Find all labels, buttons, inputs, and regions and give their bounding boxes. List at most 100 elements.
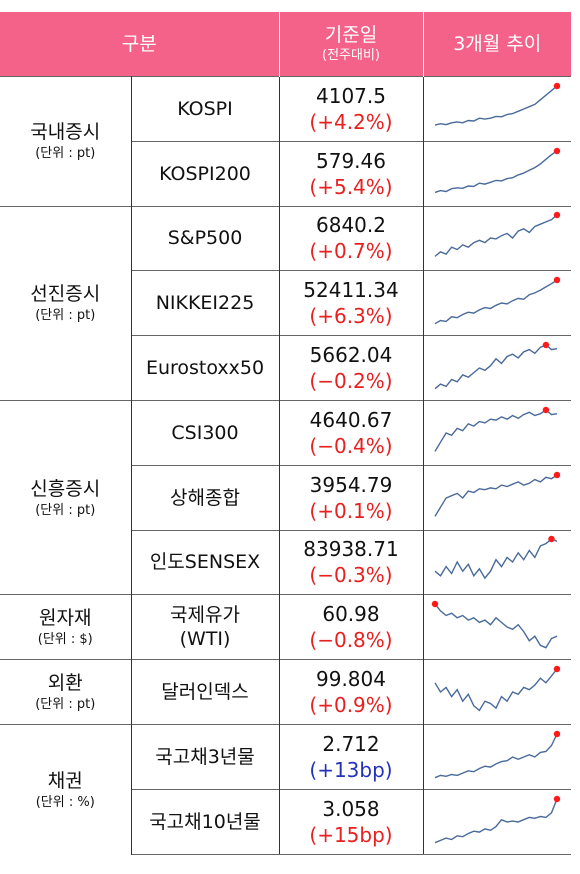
- trend-cell: [423, 594, 571, 660]
- category-title: 원자재: [39, 607, 92, 630]
- trend-peak-marker: [554, 82, 561, 90]
- indicator-change: (+6.3%): [309, 304, 393, 329]
- trend-line: [434, 668, 558, 712]
- indicator-name: NIKKEI225: [131, 270, 280, 336]
- indicator-value: 99.804: [316, 667, 386, 692]
- table-row: 국내증시 (단위 : pt) KOSPI 4107.5 (+4.2%): [0, 76, 571, 207]
- table-row: NIKKEI225 52411.34 (+6.3%): [0, 270, 571, 336]
- category-unit: (단위 : pt): [35, 502, 96, 518]
- trend-line: [434, 344, 558, 390]
- trend-line: [434, 474, 558, 517]
- indicator-value-cell: 4640.67 (−0.4%): [279, 399, 424, 466]
- trend-cell: [423, 529, 571, 595]
- category-cell: 외환 (단위 : pt): [0, 659, 132, 725]
- indicator-value-cell: 579.46 (+5.4%): [279, 140, 424, 207]
- table-row: 외환 (단위 : pt) 달러인덱스 99.804 (+0.9%): [0, 659, 571, 725]
- category-title: 신흥증시: [30, 477, 101, 500]
- trend-peak-marker: [548, 536, 555, 543]
- category-title: 선진증시: [30, 283, 101, 306]
- indicator-value: 83938.71: [303, 537, 399, 562]
- indicator-change: (+0.7%): [309, 239, 393, 264]
- indicator-change: (−0.2%): [309, 369, 393, 394]
- trend-peak-marker: [542, 341, 550, 349]
- indicator-change: (+0.9%): [309, 693, 393, 718]
- category-cell: 채권 (단위 : %): [0, 723, 132, 855]
- trend-line: [434, 798, 558, 844]
- trend-line: [434, 538, 558, 580]
- trend-cell: [423, 464, 571, 531]
- indicator-value-cell: 99.804 (+0.9%): [279, 659, 424, 725]
- indicator-value: 4640.67: [309, 407, 393, 432]
- indicator-value-cell: 4107.5 (+4.2%): [279, 76, 424, 142]
- table-row: 상해종합 3954.79 (+0.1%): [0, 464, 571, 531]
- indicator-value: 52411.34: [303, 278, 399, 303]
- indicator-change: (+15bp): [309, 822, 393, 847]
- table-row: 선진증시 (단위 : pt) S&P500 6840.2 (+0.7%): [0, 205, 571, 401]
- table-row: 국고채10년물 3.058 (+15bp): [0, 788, 571, 855]
- indicator-value-cell: 3.058 (+15bp): [279, 788, 424, 855]
- table-row: 채권 (단위 : %) 국고채3년물 2.712 (+13bp): [0, 723, 571, 855]
- table-row: 신흥증시 (단위 : pt) CSI300 4640.67 (−0.4%): [0, 399, 571, 595]
- category-title: 채권: [47, 769, 83, 792]
- trend-peak-marker: [542, 406, 550, 414]
- category-title: 국내증시: [30, 121, 101, 144]
- trend-sparkline: [435, 82, 561, 126]
- trend-sparkline: [434, 212, 561, 258]
- indicator-name: 상해종합: [131, 464, 280, 531]
- indicator-value-cell: 6840.2 (+0.7%): [279, 205, 424, 271]
- indicator-value: 3.058: [322, 796, 380, 821]
- trend-peak-marker: [554, 795, 561, 802]
- indicator-value: 60.98: [322, 602, 380, 627]
- trend-peak-marker: [554, 730, 561, 738]
- table-row: Eurostoxx50 5662.04 (−0.2%): [0, 335, 571, 401]
- category-cell: 국내증시 (단위 : pt): [0, 76, 132, 207]
- indicator-name: KOSPI200: [131, 140, 280, 207]
- indicator-value: 2.712: [322, 731, 380, 756]
- trend-line: [435, 150, 558, 193]
- trend-sparkline: [434, 471, 561, 517]
- trend-sparkline: [434, 536, 558, 580]
- trend-sparkline: [434, 277, 561, 325]
- market-summary-table: 구분 기준일 (전주대비) 3개월 추이 국내증시 (단위 : pt) KOSPI 4…: [0, 12, 571, 855]
- table-row: 원자재 (단위 : $) 국제유가 (WTI) 60.98 (−0.8%): [0, 594, 571, 660]
- indicator-value-cell: 2.712 (+13bp): [279, 723, 424, 790]
- indicator-value: 4107.5: [316, 83, 386, 108]
- indicator-name: KOSPI: [131, 76, 280, 142]
- trend-cell: [423, 399, 571, 466]
- category-cell: 신흥증시 (단위 : pt): [0, 399, 132, 595]
- indicator-name: 인도SENSEX: [131, 529, 280, 595]
- trend-sparkline: [434, 341, 558, 390]
- trend-cell: [423, 205, 571, 271]
- indicator-name: 달러인덱스: [131, 659, 280, 725]
- trend-sparkline: [434, 730, 561, 779]
- trend-line: [434, 409, 558, 452]
- header-trend: 3개월 추이: [423, 12, 571, 77]
- category-unit: (단위 : pt): [35, 697, 96, 713]
- indicator-name: S&P500: [131, 205, 280, 271]
- trend-line: [435, 85, 558, 126]
- trend-line: [434, 214, 558, 258]
- category-unit: (단위 : pt): [35, 146, 96, 162]
- category-unit: (단위 : pt): [35, 308, 96, 324]
- indicator-name: 국고채3년물: [131, 723, 280, 790]
- trend-sparkline: [432, 601, 558, 649]
- header-reference: 기준일 (전주대비): [279, 12, 424, 77]
- trend-line: [434, 603, 558, 649]
- category-unit: (단위 : %): [35, 794, 95, 810]
- table-row: KOSPI200 579.46 (+5.4%): [0, 140, 571, 207]
- header-category: 구분: [0, 12, 280, 77]
- trend-peak-marker: [554, 665, 561, 673]
- indicator-value-cell: 83938.71 (−0.3%): [279, 529, 424, 595]
- indicator-change: (+0.1%): [309, 498, 393, 523]
- indicator-name: Eurostoxx50: [131, 335, 280, 401]
- trend-cell: [423, 659, 571, 725]
- trend-cell: [423, 140, 571, 207]
- indicator-name: 국제유가 (WTI): [131, 594, 280, 660]
- indicator-change: (−0.3%): [309, 563, 393, 588]
- trend-cell: [423, 76, 571, 142]
- trend-peak-marker: [432, 601, 439, 608]
- table-row: 인도SENSEX 83938.71 (−0.3%): [0, 529, 571, 595]
- trend-cell: [423, 270, 571, 336]
- category-cell: 원자재 (단위 : $): [0, 594, 132, 660]
- indicator-value-cell: 52411.34 (+6.3%): [279, 270, 424, 336]
